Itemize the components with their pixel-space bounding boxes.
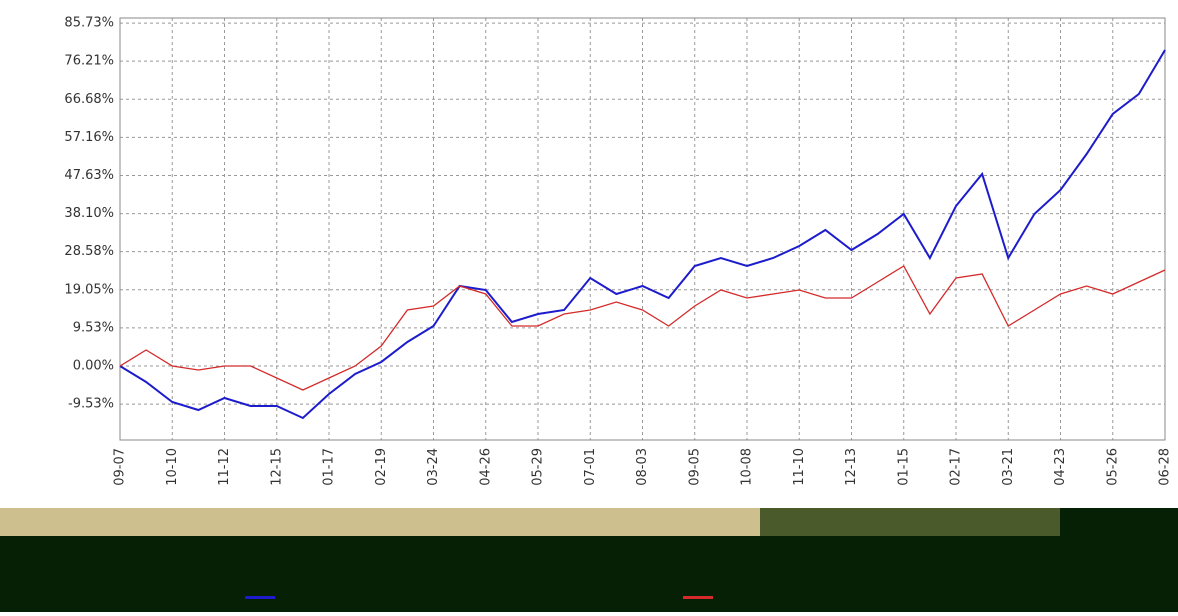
x-tick-label: 01-15 <box>896 448 911 486</box>
x-tick-label: 12-15 <box>269 448 284 486</box>
y-tick-label: 19.05% <box>64 282 114 297</box>
legend-swatch <box>245 596 275 599</box>
y-tick-label: 0.00% <box>73 359 114 374</box>
legend-swatch <box>683 596 713 599</box>
artifact-strip <box>0 508 760 536</box>
y-tick-label: 28.58% <box>64 244 114 259</box>
x-tick-label: 12-13 <box>844 448 859 486</box>
x-tick-label: 04-23 <box>1053 448 1068 486</box>
x-tick-label: 01-17 <box>322 448 337 486</box>
plot-border <box>119 17 1166 441</box>
y-tick-label: 38.10% <box>64 206 114 221</box>
x-tick-label: 10-08 <box>740 448 755 486</box>
x-tick-label: 06-28 <box>1158 448 1173 486</box>
x-tick-label: 10-10 <box>165 448 180 486</box>
x-tick-label: 04-26 <box>478 448 493 486</box>
series-line <box>119 265 1166 391</box>
x-tick-label: 08-03 <box>635 448 650 486</box>
x-tick-label: 11-12 <box>217 448 232 486</box>
x-tick-label: 05-29 <box>531 448 546 486</box>
x-tick-label: 02-19 <box>374 448 389 486</box>
y-tick-label: -9.53% <box>68 397 114 412</box>
y-tick-label: 57.16% <box>64 130 114 145</box>
x-tick-label: 05-26 <box>1105 448 1120 486</box>
y-tick-label: 66.68% <box>64 92 114 107</box>
y-tick-label: 85.73% <box>64 16 114 31</box>
x-tick-label: 03-24 <box>426 448 441 486</box>
x-tick-label: 11-10 <box>792 448 807 486</box>
series-line <box>119 49 1166 420</box>
artifact-strip <box>760 508 1060 536</box>
x-tick-label: 09-05 <box>687 448 702 486</box>
x-tick-label: 02-17 <box>949 448 964 486</box>
y-tick-label: 76.21% <box>64 54 114 69</box>
y-tick-label: 9.53% <box>73 320 114 335</box>
x-tick-label: 07-01 <box>583 448 598 486</box>
x-tick-label: 09-07 <box>113 448 128 486</box>
x-tick-label: 03-21 <box>1001 448 1016 486</box>
y-tick-label: 47.63% <box>64 168 114 183</box>
